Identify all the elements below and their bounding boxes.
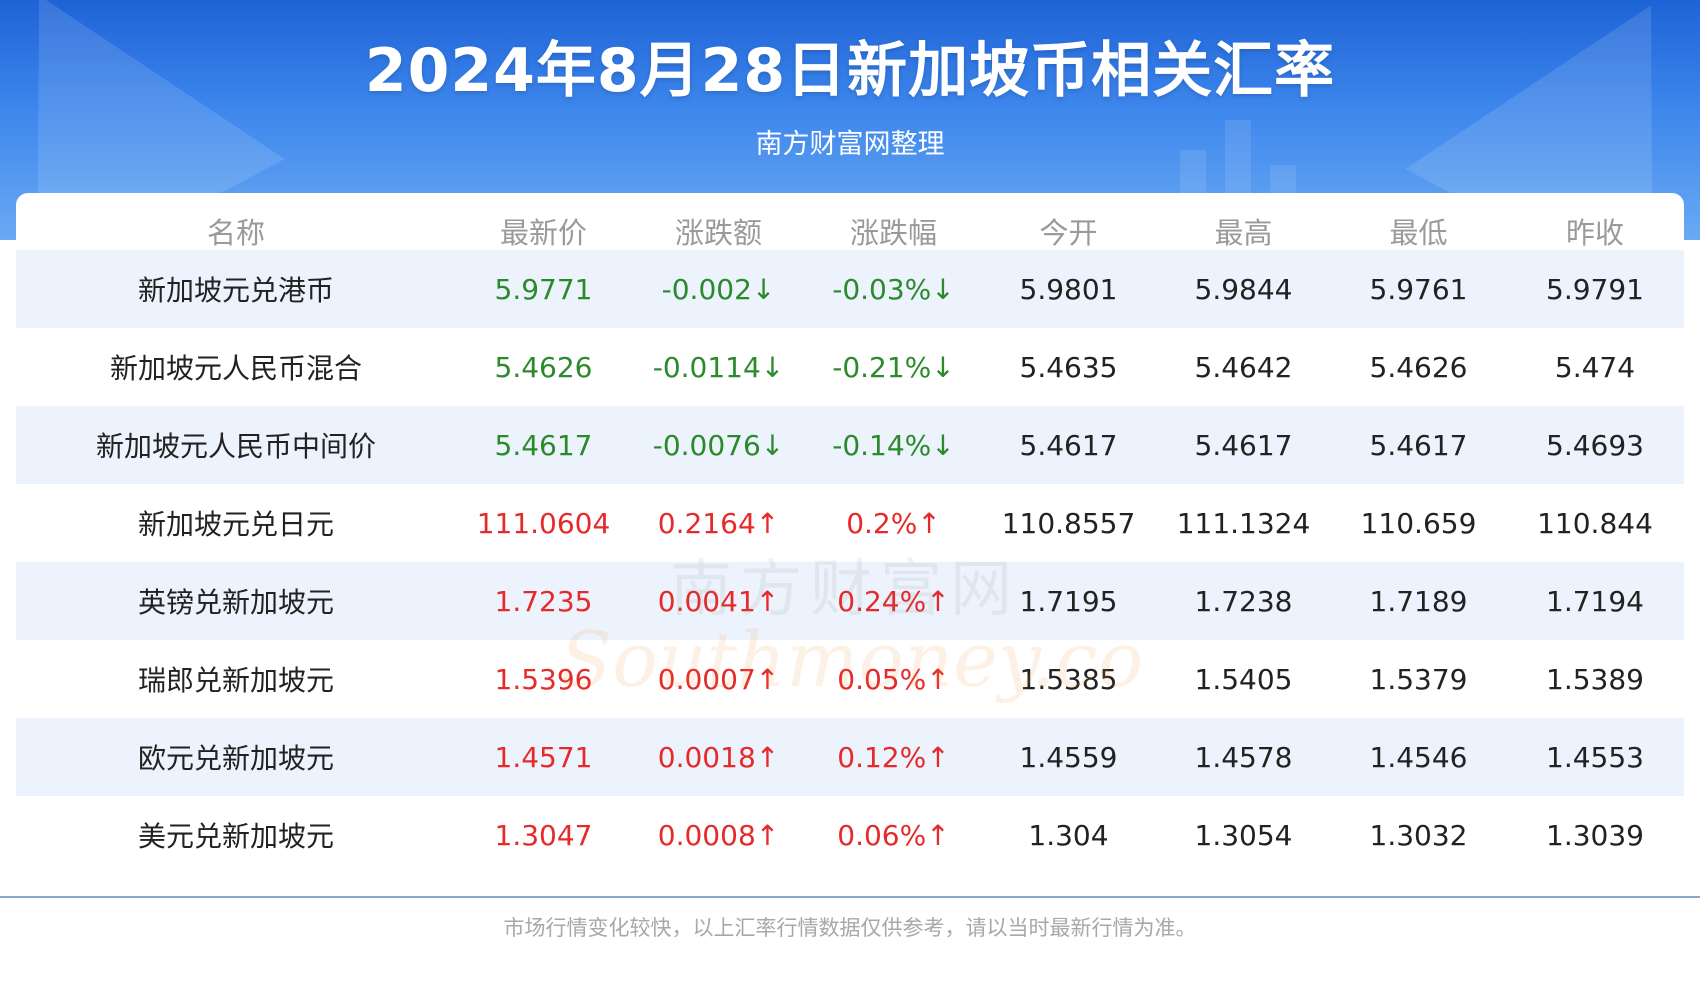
open-price: 110.8557 xyxy=(1001,506,1136,540)
open-price: 1.5385 xyxy=(1019,662,1118,696)
high-price: 1.7238 xyxy=(1194,584,1293,618)
table-row: 瑞郎兑新加坡元 1.5396 0.0007↑ 0.05%↑ 1.5385 1.5… xyxy=(16,640,1684,718)
latest-price: 1.4571 xyxy=(494,740,593,774)
col-header-high: 最高 xyxy=(1214,216,1273,250)
rate-name: 英镑兑新加坡元 xyxy=(137,586,334,619)
high-price: 1.4578 xyxy=(1194,740,1293,774)
rate-name: 欧元兑新加坡元 xyxy=(137,742,334,775)
change-percent: -0.03%↓ xyxy=(832,272,955,306)
open-price: 1.4559 xyxy=(1019,740,1118,774)
change-amount: 0.0008↑ xyxy=(657,818,780,852)
change-amount: 0.0007↑ xyxy=(657,662,780,696)
high-price: 1.5405 xyxy=(1194,662,1293,696)
low-price: 5.9761 xyxy=(1369,272,1468,306)
col-header-open: 今开 xyxy=(1039,216,1098,250)
low-price: 1.4546 xyxy=(1369,740,1468,774)
disclaimer-text: 市场行情变化较快，以上汇率行情数据仅供参考，请以当时最新行情为准。 xyxy=(503,916,1197,940)
table-row: 新加坡元兑港币 5.9771 -0.002↓ -0.03%↓ 5.9801 5.… xyxy=(16,250,1684,328)
high-price: 5.4642 xyxy=(1194,350,1293,384)
low-price: 1.3032 xyxy=(1369,818,1468,852)
change-percent: -0.14%↓ xyxy=(832,428,955,462)
high-price: 1.3054 xyxy=(1194,818,1293,852)
change-percent: 0.06%↑ xyxy=(837,818,950,852)
low-price: 5.4617 xyxy=(1369,428,1468,462)
low-price: 1.5379 xyxy=(1369,662,1468,696)
prev-close-price: 5.474 xyxy=(1554,350,1636,384)
change-amount: -0.002↓ xyxy=(661,272,776,306)
change-percent: 0.2%↑ xyxy=(846,506,941,540)
change-amount: 0.0018↑ xyxy=(657,740,780,774)
latest-price: 1.5396 xyxy=(494,662,593,696)
prev-close-price: 1.3039 xyxy=(1546,818,1644,852)
change-percent: 0.05%↑ xyxy=(837,662,950,696)
rates-table: 名称 最新价 涨跌额 涨跌幅 今开 最高 最低 昨收 新加坡元兑港币 5.977… xyxy=(16,193,1684,893)
change-amount: -0.0076↓ xyxy=(652,428,785,462)
rate-name: 瑞郎兑新加坡元 xyxy=(137,664,334,697)
rate-name: 新加坡元兑日元 xyxy=(137,508,334,541)
high-price: 5.4617 xyxy=(1194,428,1293,462)
col-header-name: 名称 xyxy=(206,216,265,250)
prev-close-price: 5.9791 xyxy=(1546,272,1644,306)
table-header: 名称 最新价 涨跌额 涨跌幅 今开 最高 最低 昨收 xyxy=(16,193,1684,269)
footer-divider xyxy=(0,896,1700,898)
table-row: 美元兑新加坡元 1.3047 0.0008↑ 0.06%↑ 1.304 1.30… xyxy=(16,796,1684,874)
change-percent: -0.21%↓ xyxy=(832,350,955,384)
change-amount: -0.0114↓ xyxy=(652,350,785,384)
high-price: 111.1324 xyxy=(1176,506,1311,540)
col-header-change: 涨跌额 xyxy=(674,216,762,250)
page-subtitle: 南方财富网整理 xyxy=(755,129,945,160)
change-percent: 0.24%↑ xyxy=(837,584,950,618)
rate-name: 新加坡元人民币混合 xyxy=(109,352,362,385)
change-amount: 0.0041↑ xyxy=(657,584,780,618)
rate-name: 美元兑新加坡元 xyxy=(137,820,334,853)
prev-close-price: 1.7194 xyxy=(1546,584,1644,618)
prev-close-price: 5.4693 xyxy=(1546,428,1644,462)
latest-price: 1.7235 xyxy=(494,584,593,618)
prev-close-price: 1.4553 xyxy=(1546,740,1644,774)
low-price: 110.659 xyxy=(1360,506,1477,540)
col-header-latest: 最新价 xyxy=(499,216,587,250)
prev-close-price: 110.844 xyxy=(1537,506,1653,540)
latest-price: 111.0604 xyxy=(476,506,611,540)
page-title: 2024年8月28日新加坡币相关汇率 xyxy=(364,36,1336,106)
open-price: 5.9801 xyxy=(1019,272,1118,306)
col-header-change-pct: 涨跌幅 xyxy=(849,216,937,250)
latest-price: 1.3047 xyxy=(494,818,593,852)
change-percent: 0.12%↑ xyxy=(837,740,950,774)
table-row: 新加坡元人民币中间价 5.4617 -0.0076↓ -0.14%↓ 5.461… xyxy=(16,406,1684,484)
open-price: 1.7195 xyxy=(1019,584,1118,618)
low-price: 1.7189 xyxy=(1369,584,1468,618)
table-row: 新加坡元人民币混合 5.4626 -0.0114↓ -0.21%↓ 5.4635… xyxy=(16,328,1684,406)
col-header-low: 最低 xyxy=(1389,216,1448,250)
prev-close-price: 1.5389 xyxy=(1546,662,1644,696)
rate-name: 新加坡元兑港币 xyxy=(137,274,334,307)
latest-price: 5.9771 xyxy=(494,272,593,306)
change-amount: 0.2164↑ xyxy=(657,506,780,540)
low-price: 5.4626 xyxy=(1369,350,1468,384)
table-row: 英镑兑新加坡元 1.7235 0.0041↑ 0.24%↑ 1.7195 1.7… xyxy=(16,562,1684,640)
latest-price: 5.4626 xyxy=(494,350,593,384)
table-row: 新加坡元兑日元 111.0604 0.2164↑ 0.2%↑ 110.8557 … xyxy=(16,484,1684,562)
rate-name: 新加坡元人民币中间价 xyxy=(95,430,376,463)
open-price: 5.4617 xyxy=(1019,428,1118,462)
col-header-prev-close: 昨收 xyxy=(1565,216,1624,250)
open-price: 1.304 xyxy=(1028,818,1109,852)
high-price: 5.9844 xyxy=(1194,272,1293,306)
open-price: 5.4635 xyxy=(1019,350,1118,384)
table-row: 欧元兑新加坡元 1.4571 0.0018↑ 0.12%↑ 1.4559 1.4… xyxy=(16,718,1684,796)
latest-price: 5.4617 xyxy=(494,428,593,462)
